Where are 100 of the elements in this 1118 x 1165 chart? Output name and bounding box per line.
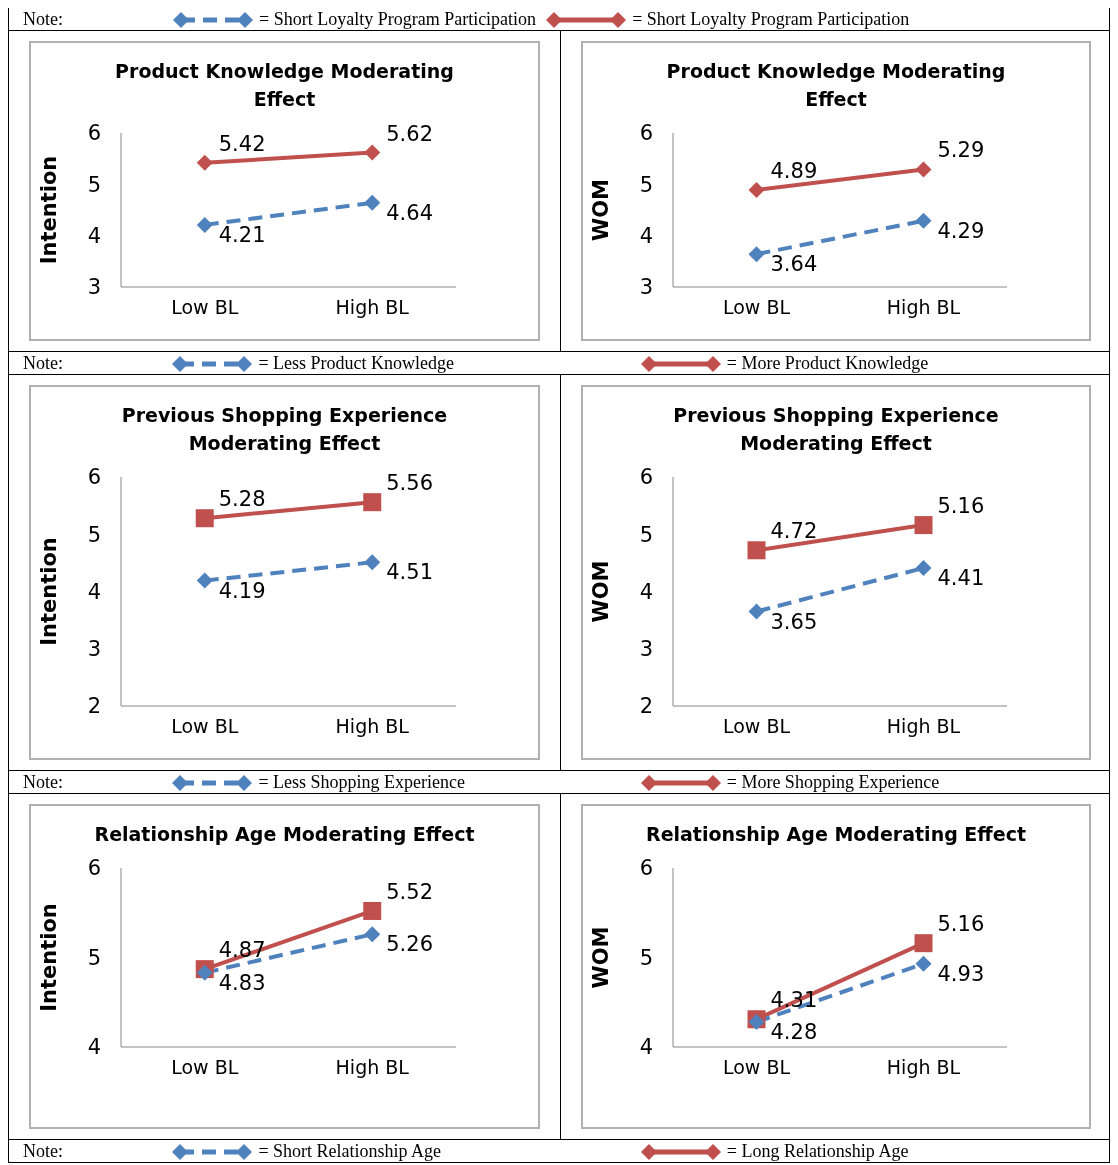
- legend-label: = Less Product Knowledge: [257, 352, 456, 374]
- point: [363, 493, 382, 512]
- point: [364, 554, 381, 571]
- data-label: 4.64: [386, 200, 434, 225]
- y-tick-label: 2: [639, 694, 653, 719]
- y-tick-label: 3: [639, 637, 653, 662]
- point: [915, 560, 932, 577]
- point: [914, 516, 933, 535]
- data-label: 4.72: [770, 519, 818, 544]
- data-label: 5.62: [386, 121, 434, 146]
- data-label: 5.56: [386, 471, 434, 496]
- data-label: 4.87: [218, 938, 266, 963]
- y-tick-label: 4: [87, 579, 101, 604]
- point: [364, 144, 381, 161]
- x-tick-label: Low BL: [171, 1056, 239, 1079]
- point: [196, 572, 213, 589]
- chart-title: Relationship Age Moderating Effect: [646, 822, 1026, 847]
- y-tick-label: 4: [639, 224, 653, 249]
- y-tick-label: 5: [639, 945, 653, 970]
- y-tick-label: 6: [639, 121, 653, 146]
- chart-title: Previous Shopping Experience Moderating Effect: [120, 403, 449, 456]
- text: = Short Loyalty Program Participation: [258, 8, 537, 30]
- x-tick-label: High BL: [886, 296, 961, 319]
- y-tick-label: 5: [87, 172, 101, 197]
- y-axis-title: WOM: [589, 560, 614, 623]
- y-axis-title: Intention: [37, 155, 62, 265]
- data-label: 5.42: [218, 131, 266, 156]
- point: [195, 509, 214, 528]
- x-tick-label: High BL: [335, 1056, 410, 1079]
- point: [363, 901, 382, 920]
- point: [196, 154, 213, 171]
- point: [364, 194, 381, 211]
- y-axis-title: WOM: [589, 179, 614, 241]
- data-label: 4.21: [218, 222, 266, 247]
- text: Note:: [23, 8, 64, 30]
- point: [196, 216, 213, 233]
- y-tick-label: 5: [639, 172, 653, 197]
- data-label: 3.64: [770, 252, 818, 277]
- legend-label: = More Product Knowledge: [725, 352, 930, 374]
- x-tick-label: Low BL: [171, 715, 239, 738]
- data-label: 5.29: [937, 138, 985, 163]
- point: [914, 934, 933, 953]
- y-tick-label: 5: [87, 522, 101, 547]
- x-tick-label: High BL: [886, 1056, 961, 1079]
- y-tick-label: 6: [639, 465, 653, 490]
- legend-label: = More Shopping Experience: [725, 771, 941, 793]
- legend-title: Note:: [23, 1140, 64, 1162]
- y-tick-label: 5: [639, 522, 653, 547]
- data-label: 5.52: [386, 879, 434, 904]
- point: [748, 181, 765, 198]
- x-tick-label: High BL: [886, 715, 961, 738]
- y-tick-label: 6: [87, 121, 101, 146]
- x-tick-label: High BL: [335, 715, 410, 738]
- legend-title: Note:: [23, 352, 64, 374]
- data-label: 4.51: [386, 560, 434, 585]
- y-tick-label: 4: [87, 1035, 101, 1060]
- data-label: 4.89: [770, 158, 818, 183]
- y-tick-label: 5: [87, 945, 101, 970]
- legend-label: = Long Relationship Age: [725, 1140, 910, 1162]
- y-tick-label: 2: [87, 694, 101, 719]
- y-tick-label: 4: [87, 224, 101, 249]
- point: [196, 964, 213, 981]
- legend-title: Note:: [23, 771, 64, 793]
- data-label: 4.29: [937, 218, 985, 243]
- x-tick-label: Low BL: [171, 296, 239, 319]
- legend-label: = Short Relationship Age: [257, 1140, 443, 1162]
- point: [364, 926, 381, 943]
- point: [915, 212, 932, 229]
- point: [915, 955, 932, 972]
- legend-label: = Less Shopping Experience: [257, 771, 467, 793]
- data-label: 4.19: [218, 578, 266, 603]
- x-tick-label: High BL: [335, 296, 410, 319]
- data-label: 3.65: [770, 609, 818, 634]
- chart-title: Product Knowledge Moderating Effect: [665, 59, 1007, 112]
- y-tick-label: 3: [87, 275, 101, 300]
- y-tick-label: 6: [87, 856, 101, 881]
- point: [915, 161, 932, 178]
- y-axis-title: Intention: [37, 903, 62, 1012]
- chart-title: Previous Shopping Experience Moderating Effect: [672, 403, 1000, 456]
- y-tick-label: 3: [639, 275, 653, 300]
- data-label: 5.16: [937, 494, 985, 519]
- y-axis-title: Intention: [37, 537, 62, 646]
- y-tick-label: 4: [639, 579, 653, 604]
- y-axis-title: WOM: [589, 926, 614, 989]
- data-label: 4.83: [218, 970, 266, 995]
- point: [748, 603, 765, 620]
- data-label: 4.28: [770, 1019, 818, 1044]
- y-tick-label: 4: [639, 1035, 653, 1060]
- x-tick-label: Low BL: [722, 1056, 791, 1079]
- point: [748, 246, 765, 263]
- x-tick-label: Low BL: [722, 296, 791, 319]
- data-label: 5.28: [218, 487, 266, 512]
- text: = Short Loyalty Program Participation: [631, 8, 910, 30]
- chart-title: Relationship Age Moderating Effect: [94, 822, 475, 847]
- data-label: 4.41: [937, 566, 985, 591]
- data-label: 5.16: [937, 912, 985, 937]
- y-tick-label: 6: [87, 465, 101, 490]
- y-tick-label: 6: [639, 856, 653, 881]
- chart-title: Product Knowledge Moderating Effect: [114, 59, 455, 112]
- data-label: 4.93: [937, 961, 985, 986]
